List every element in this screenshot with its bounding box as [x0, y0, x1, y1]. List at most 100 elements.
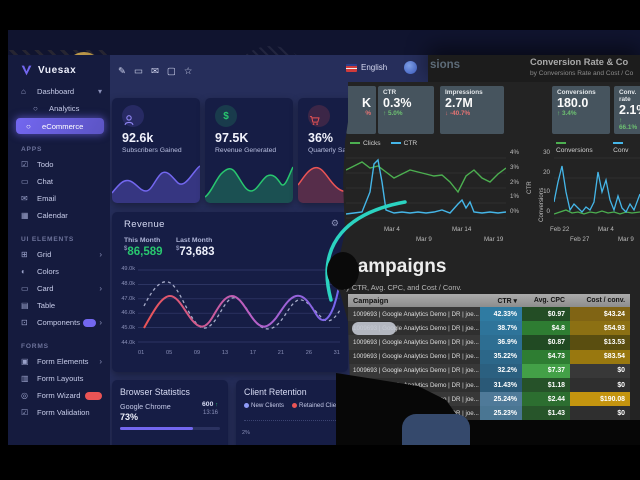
table-row[interactable]: 1009693 | Google Analytics Demo | DR | j… [348, 307, 630, 322]
star-icon[interactable]: ☆ [183, 66, 193, 77]
sidebar-item-email[interactable]: ✉ Email [8, 190, 110, 207]
scorecard-value: 2.1% [619, 103, 640, 117]
x-tick: 05 [165, 350, 173, 356]
x-tick: Mar 19 [484, 236, 504, 243]
language-selector[interactable]: English [346, 63, 387, 72]
legend-item-clicks: Clicks [350, 140, 381, 147]
gear-icon[interactable]: ⚙ [330, 218, 339, 228]
cost-conv-cell: $0 [570, 377, 630, 393]
x-tick: Feb 22 [550, 226, 570, 233]
x-tick: 21 [277, 350, 284, 356]
scorecard-value: 0.3% [383, 96, 412, 110]
campaign-cell: 1009693 | Google Analytics Demo | DR | j… [348, 349, 480, 364]
x-tick: Mar 4 [384, 226, 400, 233]
cost-conv-cell: $83.54 [570, 349, 630, 364]
app-logo[interactable]: Vuesax [8, 55, 110, 83]
sidebar-item-table[interactable]: ▤ Table [8, 297, 110, 314]
scorecard-conversions: Conversions 180.0 ↑ 3.4% [552, 86, 610, 134]
ctr-cell: 36.9% [480, 335, 522, 350]
column-header-campaign[interactable]: Campaign [353, 296, 389, 305]
x-tick: 26 [305, 350, 312, 356]
mail-icon[interactable]: ✉ [150, 66, 159, 77]
browser-progressbar [120, 427, 220, 430]
table-row[interactable]: 1009693 | Google Analytics Demo | DR | j… [348, 392, 630, 407]
colors-icon: ◐ [21, 267, 26, 276]
sidebar-badge [83, 318, 97, 327]
table-row[interactable]: 1009693 | Google Analytics Demo | DR | j… [348, 406, 630, 421]
sidebar-section-ui-elements: UI ELEMENTS [21, 235, 75, 243]
sidebar-item-label: Calendar [37, 211, 68, 220]
compose-icon[interactable]: ✎ [118, 66, 126, 77]
sidebar-item-form-validation[interactable]: ☑ Form Validation [8, 404, 110, 421]
sidebar-item-label: Analytics [49, 104, 80, 113]
y-tick: 20 [543, 168, 550, 176]
user-avatar[interactable] [404, 61, 417, 74]
column-header-cost-conv[interactable]: Cost / conv. [586, 297, 625, 304]
revenue-y-axis: 49.0k 48.0k 47.0k 46.0k 45.0k 44.0k [116, 266, 135, 346]
legend-retained-clients: Retained Clients [292, 402, 344, 409]
scorecard-delta: ↑ 5.0% [383, 110, 403, 118]
user-icon [122, 105, 144, 127]
campaign-cell: 1009693 | Google Analytics Demo | DR | j… [348, 377, 480, 393]
sidebar-item-form-elements[interactable]: ▣ Form Elements › [8, 353, 110, 370]
sidebar-item-ecommerce[interactable]: ○ eCommerce [16, 118, 104, 134]
sidebar-item-card[interactable]: ▭ Card › [8, 280, 110, 297]
browser-percent: 73% [120, 412, 139, 422]
avg-cpc-cell: $1.43 [522, 406, 570, 421]
scorecard-label: Conv. rate [619, 89, 637, 103]
cost-conv-cell: $43.24 [570, 307, 630, 322]
sidebar-menu: ⌂ Dashboard ▾ ○ Analytics ○ eCommerce APPS ☑ Todo… [8, 83, 110, 421]
table-icon: ▤ [21, 301, 29, 310]
this-month-value: $86,589 [124, 246, 163, 258]
scorecard-impressions: Impressions 2.7M ↓ -40.7% [440, 86, 504, 134]
form-elements-icon: ▣ [21, 357, 29, 366]
stat-card-subscribers[interactable]: 92.6k Subscribers Gained [112, 98, 200, 203]
sidebar-item-todo[interactable]: ☑ Todo [8, 156, 110, 173]
sidebar-item-grid[interactable]: ⊞ Grid › [8, 246, 110, 263]
table-row[interactable]: 1009693 | Google Analytics Demo | DR | j… [348, 377, 630, 393]
this-month-label: This Month [124, 237, 161, 244]
ctr-cell: 35.22% [480, 349, 522, 364]
sidebar-item-dashboard[interactable]: ⌂ Dashboard ▾ [8, 83, 110, 100]
stat-label: Quarterly Sales [308, 147, 355, 154]
cost-conv-cell: $54.93 [570, 321, 630, 336]
avg-cpc-cell: $0.87 [522, 335, 570, 350]
x-tick: 17 [249, 350, 257, 356]
sidebar-item-form-wizard[interactable]: ◎ Form Wizard [8, 387, 110, 404]
sidebar-item-chat[interactable]: ▭ Chat [8, 173, 110, 190]
legend-dash-icon [556, 142, 566, 145]
sidebar-item-colors[interactable]: ◐ Colors [8, 263, 110, 280]
x-tick: Mar 4 [598, 226, 614, 233]
conversions-y-axis: 30 20 10 0 [538, 149, 550, 215]
y-tick: 48.0k [121, 280, 135, 287]
sidebar-item-label: Card [37, 284, 54, 293]
flag-icon [346, 63, 357, 72]
column-header-ctr[interactable]: CTR ▾ [497, 297, 517, 305]
bag-icon[interactable]: ▢ [166, 66, 176, 77]
x-tick: Mar 9 [618, 236, 634, 243]
chat-icon[interactable]: ▭ [133, 66, 143, 77]
x-tick: 13 [221, 350, 229, 356]
legend-label: Conv [613, 147, 629, 154]
table-row[interactable]: 1009693 | Google Analytics Demo | DR | j… [348, 349, 630, 364]
x-tick: Mar 9 [416, 236, 432, 243]
sidebar-item-calendar[interactable]: ▦ Calendar [8, 207, 110, 224]
scorecard-label: Impressions [445, 89, 483, 96]
sidebar-item-form-layouts[interactable]: ▥ Form Layouts [8, 370, 110, 387]
campaign-cell: 1009693 | Google Analytics Demo | DR | j… [348, 392, 480, 407]
column-header-avg-cpc[interactable]: Avg. CPC [533, 297, 565, 304]
table-row[interactable]: 1009693 | Google Analytics Demo | DR | j… [348, 363, 630, 378]
app-logo-text: Vuesax [38, 65, 77, 76]
sidebar-item-components[interactable]: ⊡ Components › [8, 314, 110, 331]
card-icon: ▭ [21, 284, 29, 293]
revenue-title: Revenue [124, 219, 165, 230]
form-layouts-icon: ▥ [21, 374, 29, 383]
stat-card-revenue[interactable]: $ 97.5K Revenue Generated [205, 98, 293, 203]
table-row[interactable]: 1009693 | Google Analytics Demo | DR | j… [348, 335, 630, 350]
x-tick: 31 [333, 350, 340, 356]
ctr-y-axis-title: CTR [526, 181, 533, 194]
scorecard-value: 180.0 [557, 96, 589, 110]
legend-label: CTR [403, 140, 418, 147]
sidebar-item-analytics[interactable]: ○ Analytics [8, 100, 110, 117]
